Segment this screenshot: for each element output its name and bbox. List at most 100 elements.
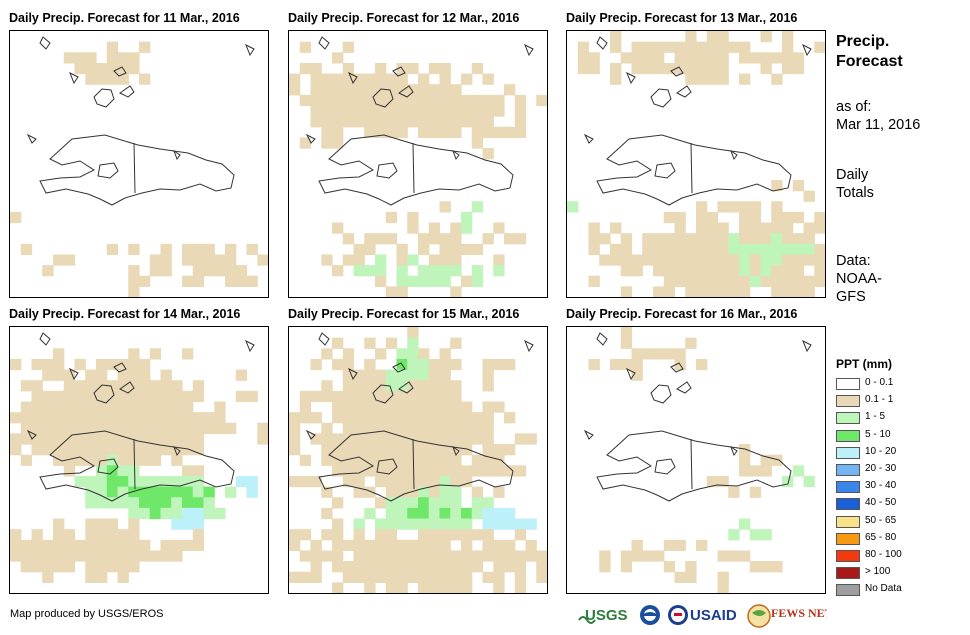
coastline-path (596, 430, 792, 502)
precip-cell (471, 529, 484, 541)
precip-cell (171, 539, 183, 552)
precip-cell (439, 422, 451, 434)
precip-cell (139, 454, 151, 466)
precip-cell (182, 518, 194, 530)
precip-cell (642, 550, 654, 562)
precip-cell (792, 275, 805, 287)
precip-cell (332, 539, 344, 552)
precip-cell (171, 550, 183, 562)
precip-cell (85, 369, 97, 381)
precip-cell (63, 254, 76, 266)
precip-cell (728, 41, 740, 53)
coastline-path (392, 362, 406, 373)
precip-cell (760, 561, 772, 573)
coastline-path (39, 430, 235, 502)
precip-cell (418, 550, 430, 562)
precip-cell (814, 243, 825, 256)
precip-cell (620, 265, 633, 277)
legend-label: 10 - 20 (865, 445, 897, 457)
precip-cell (182, 243, 194, 256)
precip-cell (375, 401, 387, 413)
precip-cell (214, 265, 226, 277)
precip-cell (342, 571, 355, 583)
precip-cell (182, 275, 194, 287)
precip-cell (85, 380, 97, 392)
precip-cell (407, 486, 419, 498)
precip-cell (450, 116, 462, 128)
precip-map (566, 326, 826, 594)
precip-cell (525, 518, 537, 530)
fews-net-logo: FEWS NET (747, 604, 827, 628)
precip-cell (139, 539, 151, 552)
precip-cell (342, 233, 355, 245)
precip-cell (461, 211, 473, 224)
precip-cell (396, 348, 408, 360)
precip-cell (782, 286, 794, 297)
precip-cell (739, 243, 751, 256)
precip-cell (289, 444, 301, 456)
precip-cell (418, 529, 430, 541)
precip-cell (514, 105, 527, 117)
precip-cell (53, 433, 65, 445)
precip-cell (439, 380, 451, 392)
precip-cell (407, 571, 419, 583)
precip-cell (171, 518, 183, 530)
precip-cell (128, 550, 140, 562)
coastline-path (650, 88, 672, 108)
precip-cell (514, 94, 527, 107)
precip-cell (160, 369, 172, 381)
precip-cell (85, 475, 97, 488)
precip-cell (117, 550, 129, 562)
precip-cell (96, 62, 108, 75)
precip-cell (117, 412, 129, 424)
precip-cell (171, 486, 183, 498)
precip-cell (375, 422, 387, 434)
precip-cell (461, 243, 473, 256)
precip-cell (375, 475, 387, 488)
coastline-path (650, 384, 672, 404)
precip-cell (814, 265, 825, 277)
precip-cell (203, 497, 215, 509)
precip-cell (471, 265, 484, 277)
precip-cell (792, 465, 805, 477)
precip-cell (599, 550, 611, 562)
precip-cell (353, 380, 365, 392)
precip-cell (96, 401, 108, 413)
precip-cell (428, 582, 441, 593)
precip-cell (106, 486, 119, 498)
precip-cell (139, 358, 151, 371)
precip-cell (182, 254, 194, 266)
precip-cell (493, 444, 505, 456)
precip-cell (310, 475, 322, 488)
precip-cell (385, 571, 398, 583)
precip-cell (599, 254, 611, 266)
precip-cell (792, 286, 805, 297)
precip-cell (342, 116, 355, 128)
precip-cell (771, 179, 783, 192)
precip-cell (332, 550, 344, 562)
precip-cell (375, 126, 387, 138)
precip-cell (482, 454, 494, 466)
precip-cell (471, 433, 484, 445)
precip-cell (428, 369, 441, 381)
precip-cell (396, 275, 408, 287)
precip-cell (461, 222, 473, 234)
precip-cell (342, 475, 355, 488)
coastline-path (596, 332, 608, 346)
precip-cell (685, 265, 697, 277)
precip-cell (375, 433, 387, 445)
precip-cell (182, 348, 194, 360)
precip-cell (663, 211, 676, 224)
precip-cell (63, 561, 76, 573)
precip-cell (117, 390, 129, 403)
precip-cell (353, 529, 365, 541)
precip-cell (63, 465, 76, 477)
precip-cell (706, 475, 719, 488)
precip-cell (439, 275, 451, 287)
legend-label: > 100 (865, 566, 891, 578)
precip-cell (450, 94, 462, 107)
precip-cell (418, 561, 430, 573)
precip-cell (642, 254, 654, 266)
precip-cell (53, 254, 65, 266)
precip-cell (504, 465, 516, 477)
